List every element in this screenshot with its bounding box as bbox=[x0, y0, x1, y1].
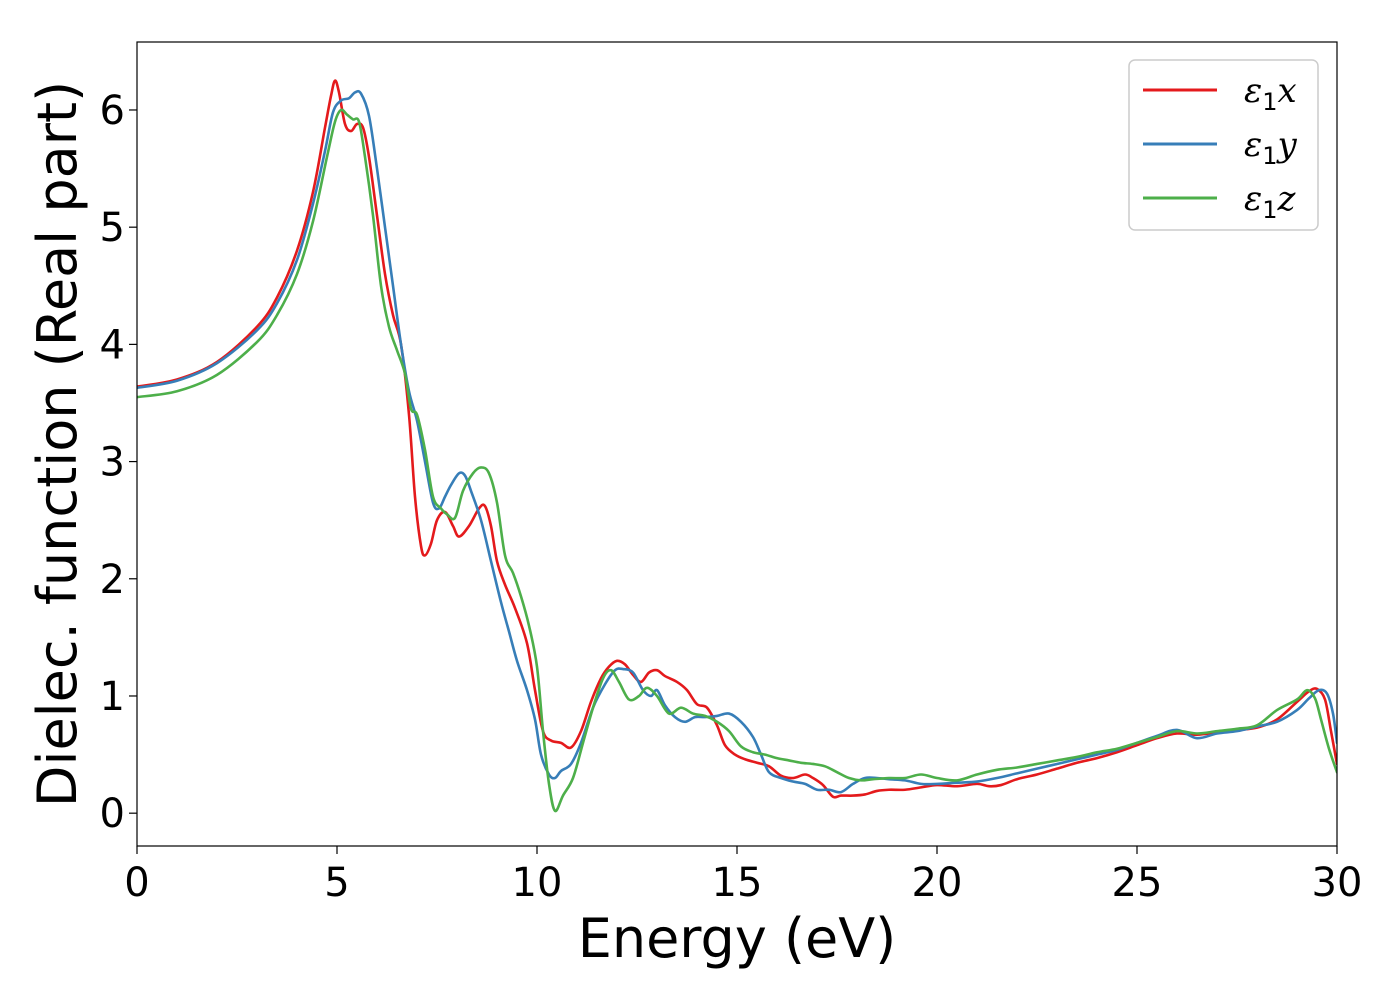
x-tick-label: 20 bbox=[912, 860, 963, 906]
y-tick-label: 0 bbox=[100, 791, 125, 837]
y-tick-label: 2 bbox=[100, 557, 125, 603]
x-tick-label: 10 bbox=[512, 860, 563, 906]
x-tick-label: 25 bbox=[1112, 860, 1163, 906]
legend-box bbox=[1128, 59, 1319, 231]
x-tick-label: 0 bbox=[124, 860, 149, 906]
y-tick-label: 1 bbox=[100, 674, 125, 720]
y-tick-label: 6 bbox=[100, 88, 125, 134]
legend-subscript: 1 bbox=[1262, 196, 1277, 224]
series-line-x bbox=[137, 79, 1337, 799]
legend-epsilon: ε bbox=[1244, 125, 1262, 165]
legend-axis-letter: x bbox=[1278, 71, 1297, 111]
legend-epsilon: ε bbox=[1244, 179, 1262, 219]
legend-subscript: 1 bbox=[1262, 142, 1277, 170]
legend-subscript: 1 bbox=[1262, 88, 1277, 116]
y-tick-label: 4 bbox=[100, 322, 125, 368]
x-tick-label: 15 bbox=[712, 860, 763, 906]
series-layer bbox=[137, 79, 1337, 813]
series-line-z bbox=[137, 108, 1337, 813]
y-axis: 0 1 2 3 4 5 6 bbox=[100, 88, 137, 837]
x-tick-label: 5 bbox=[324, 860, 349, 906]
y-tick-label: 3 bbox=[100, 440, 125, 486]
y-axis-label: Dielec. function (Real part) bbox=[26, 81, 89, 807]
legend-axis-letter: y bbox=[1276, 125, 1298, 165]
legend-label-x: ε1x bbox=[1244, 71, 1297, 116]
legend-epsilon: ε bbox=[1244, 71, 1262, 111]
legend-label-z: ε1z bbox=[1244, 179, 1297, 224]
x-axis: 0 5 10 15 20 25 30 bbox=[124, 846, 1362, 906]
legend-axis-letter: z bbox=[1277, 179, 1297, 219]
legend-label-y: ε1y bbox=[1244, 125, 1298, 170]
x-tick-label: 30 bbox=[1312, 860, 1363, 906]
y-tick-label: 5 bbox=[100, 205, 125, 251]
x-axis-label: Energy (eV) bbox=[578, 907, 897, 970]
